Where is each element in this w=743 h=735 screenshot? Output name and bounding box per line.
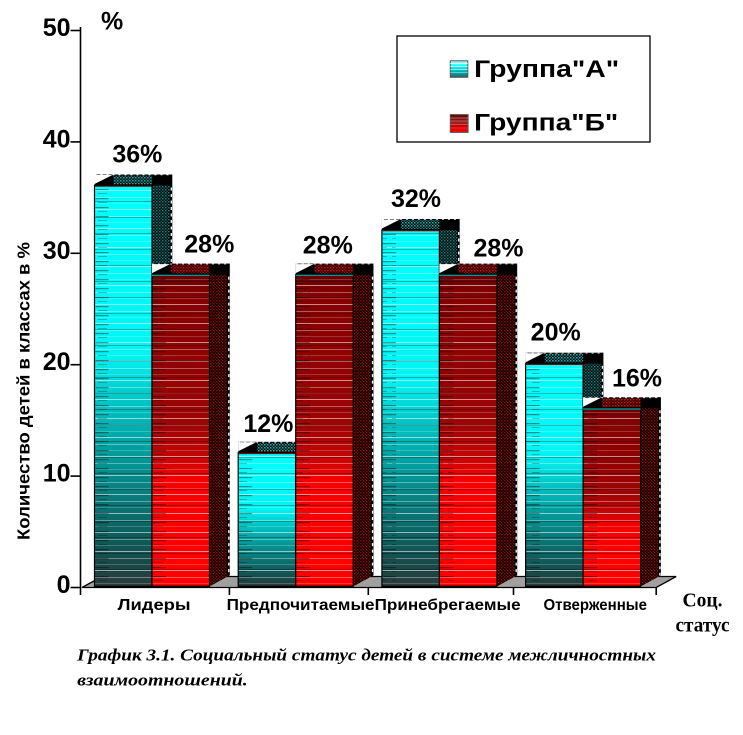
svg-text:статус: статус [676,615,730,637]
svg-text:Группа"А": Группа"А" [474,56,619,83]
svg-text:50: 50 [43,14,71,42]
svg-text:Группа"Б": Группа"Б" [474,110,618,137]
svg-text:30: 30 [43,237,71,265]
svg-text:Отверженные: Отверженные [543,597,647,614]
svg-text:12%: 12% [243,410,293,438]
svg-text:10: 10 [43,460,71,488]
svg-text:16%: 16% [612,365,662,393]
svg-text:взаимоотношений.: взаимоотношений. [77,671,248,690]
svg-text:40: 40 [43,125,71,153]
svg-text:28%: 28% [473,234,523,262]
svg-text:Принебрегаемые: Принебрегаемые [375,597,521,614]
svg-text:28%: 28% [303,232,353,260]
svg-text:%: % [101,8,123,36]
svg-text:Предпочитаемые: Предпочитаемые [227,597,375,614]
svg-text:0: 0 [57,571,71,599]
svg-text:32%: 32% [391,185,441,213]
svg-text:36%: 36% [112,140,162,168]
svg-text:20: 20 [43,348,71,376]
svg-text:Соц.: Соц. [683,590,723,612]
svg-text:Количество детей в классах в %: Количество детей в классах в % [14,242,34,540]
svg-text:График 3.1. Социальный статус: График 3.1. Социальный статус детей в си… [76,646,656,665]
svg-text:Лидеры: Лидеры [118,597,191,614]
svg-text:20%: 20% [531,318,581,346]
svg-text:28%: 28% [184,230,234,258]
